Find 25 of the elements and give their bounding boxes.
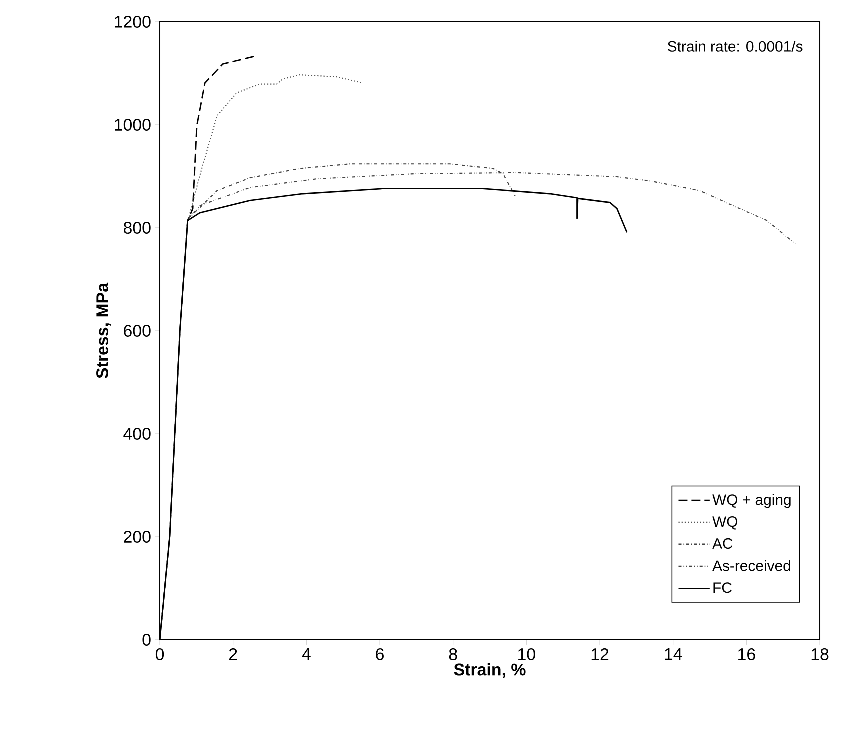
- x-tick-label: 8: [449, 648, 458, 660]
- y-tick-label: 1000: [115, 118, 151, 131]
- y-tick-label: 800: [124, 222, 151, 234]
- y-tick-label: 1200: [115, 16, 151, 28]
- x-tick-label: 0: [156, 648, 164, 660]
- legend-label: As-received: [712, 560, 790, 572]
- legend-label: FC: [714, 582, 732, 594]
- x-tick-label: 14: [665, 648, 682, 660]
- legend-label: WQ: [712, 516, 738, 530]
- y-tick-label: 600: [124, 324, 151, 337]
- y-axis-title: Stress, MPa: [96, 282, 111, 379]
- annotation: Strain rate: 0.0001/s: [668, 40, 803, 52]
- y-tick-label: 200: [124, 530, 151, 543]
- x-tick-label: 2: [229, 648, 238, 660]
- x-tick-label: 12: [592, 648, 609, 660]
- y-tick-label: 400: [124, 428, 151, 440]
- x-tick-label: 16: [738, 648, 756, 660]
- x-tick-label: 18: [812, 648, 829, 660]
- legend-label: WQ + aging: [712, 494, 791, 508]
- x-axis-title: Strain, %: [454, 663, 526, 678]
- x-tick-label: 10: [518, 648, 536, 660]
- x-tick-label: 6: [376, 648, 384, 660]
- y-tick-label: 0: [142, 634, 151, 646]
- legend-label: AC: [712, 538, 733, 550]
- x-tick-label: 4: [302, 648, 311, 660]
